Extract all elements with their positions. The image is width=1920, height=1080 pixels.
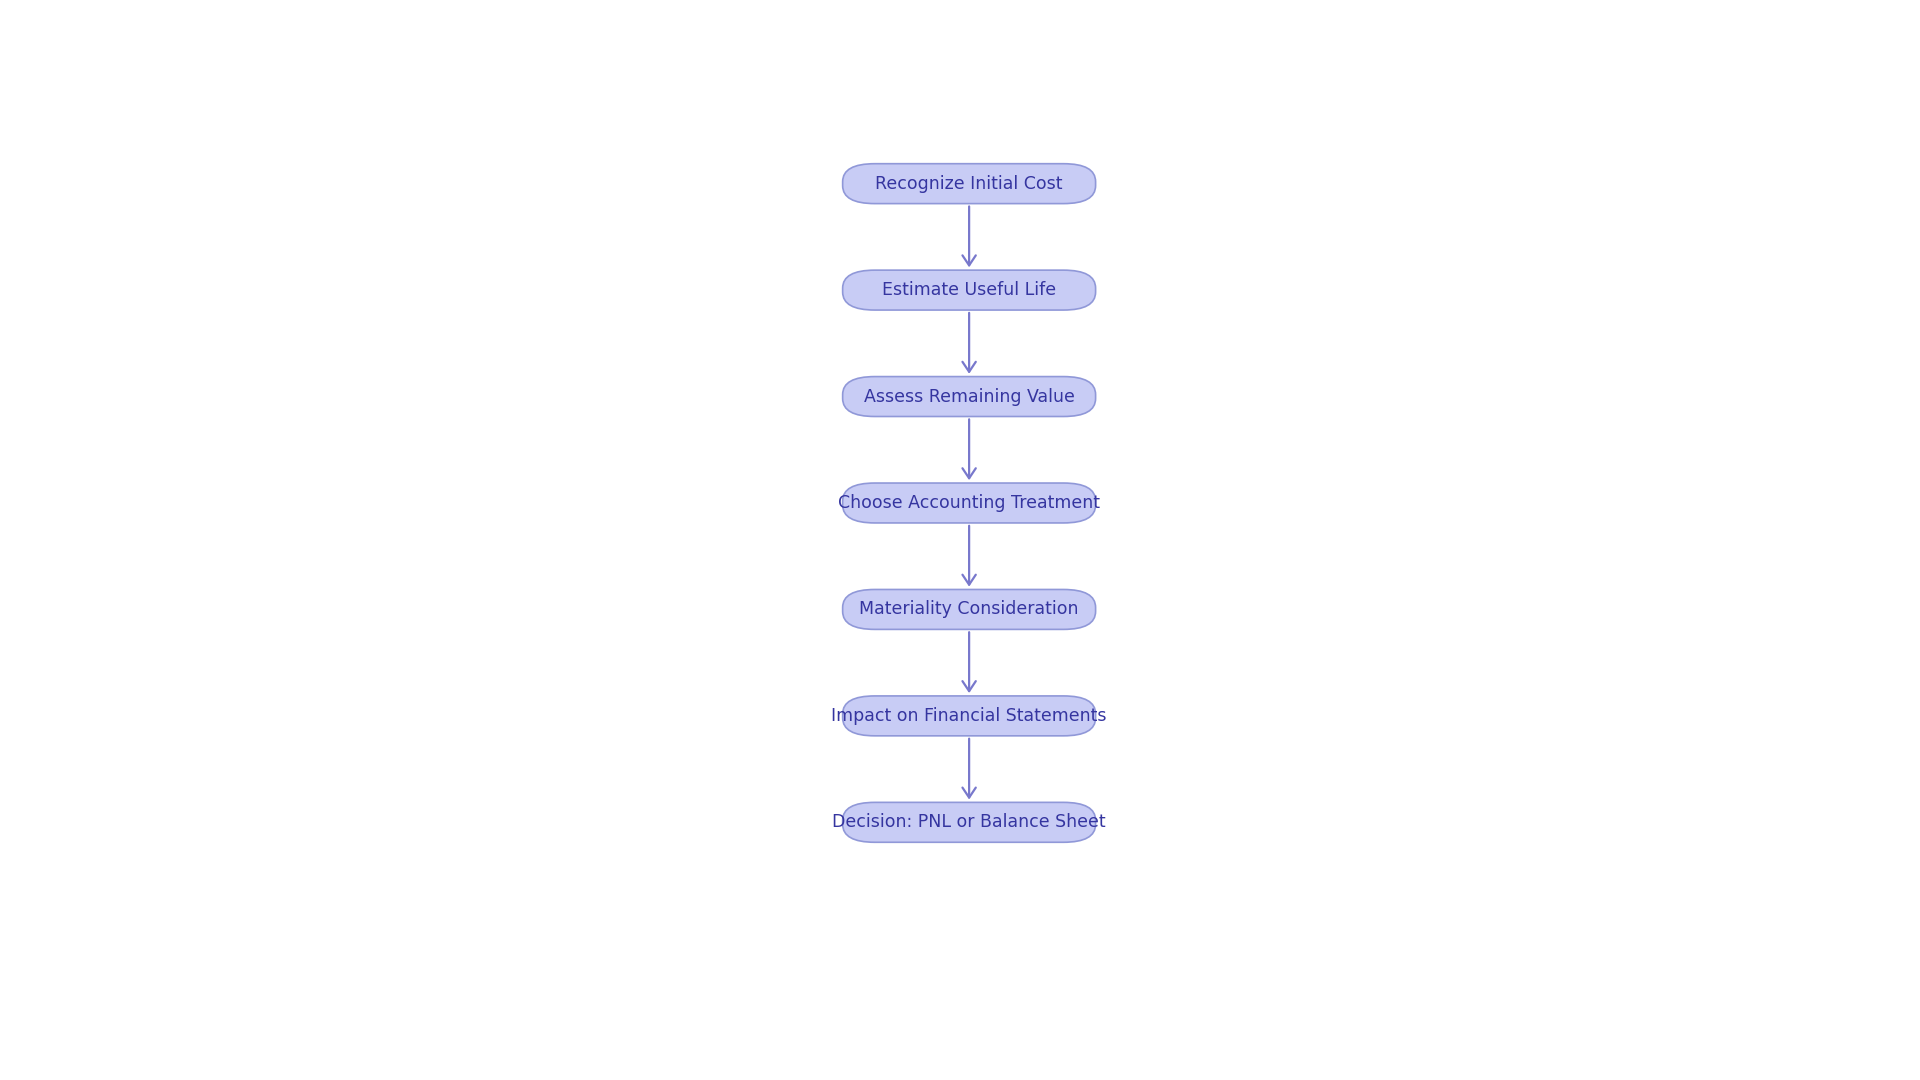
FancyBboxPatch shape [843,590,1096,630]
FancyBboxPatch shape [843,802,1096,842]
Text: Decision: PNL or Balance Sheet: Decision: PNL or Balance Sheet [831,813,1106,832]
Text: Assess Remaining Value: Assess Remaining Value [864,388,1075,406]
Text: Estimate Useful Life: Estimate Useful Life [881,281,1056,299]
Text: Recognize Initial Cost: Recognize Initial Cost [876,175,1064,192]
Text: Choose Accounting Treatment: Choose Accounting Treatment [839,494,1100,512]
FancyBboxPatch shape [843,483,1096,523]
FancyBboxPatch shape [843,377,1096,417]
FancyBboxPatch shape [843,270,1096,310]
Text: Impact on Financial Statements: Impact on Financial Statements [831,707,1106,725]
Text: Materiality Consideration: Materiality Consideration [860,600,1079,619]
FancyBboxPatch shape [843,164,1096,204]
FancyBboxPatch shape [843,696,1096,735]
